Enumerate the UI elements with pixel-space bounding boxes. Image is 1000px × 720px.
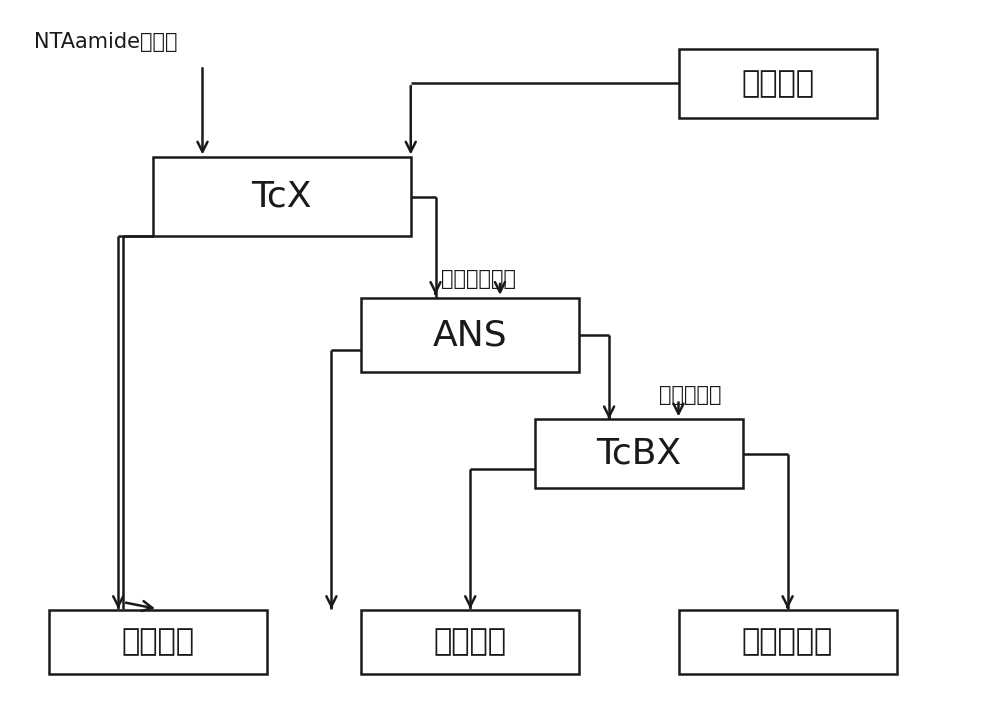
Text: NTAamide萸取剂: NTAamide萸取剂 [34,32,177,52]
Bar [535,419,743,488]
Text: TcBX: TcBX [596,437,681,471]
Bar [679,610,897,674]
Bar [679,49,877,118]
Bar [361,298,579,372]
Bar [153,158,411,236]
Text: 料液调酸: 料液调酸 [741,68,814,98]
Text: 水相废液: 水相废液 [121,627,194,656]
Text: ANS: ANS [433,318,508,352]
Text: 含草酸洗涂剂: 含草酸洗涂剂 [441,269,516,289]
Text: 碱性反萸剂: 碱性反萸剂 [659,384,721,405]
Bar [361,610,579,674]
Bar [49,610,267,674]
Text: 去溶剂复用: 去溶剂复用 [742,627,833,656]
Text: 锇产品液: 锇产品液 [434,627,507,656]
Text: TcX: TcX [252,180,312,214]
